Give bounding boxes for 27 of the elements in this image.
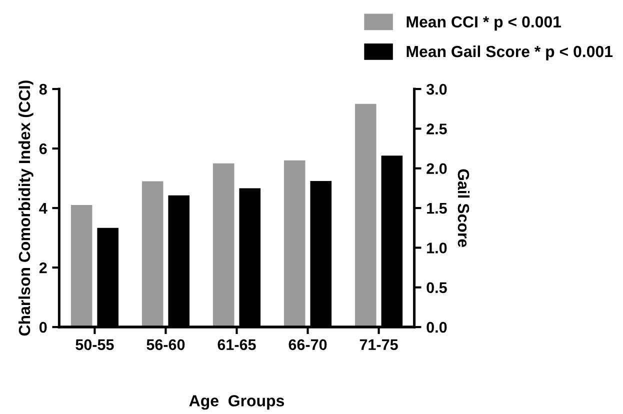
- bar: [212, 163, 234, 328]
- x-axis-title: Age Groups: [189, 395, 284, 410]
- y2-tick-label: 2.0: [426, 163, 447, 174]
- y-tick-label: 4: [39, 203, 48, 214]
- y2-tick-label: 3.0: [426, 84, 447, 95]
- bar: [70, 205, 92, 328]
- y-tick-label: 0: [39, 322, 47, 333]
- legend-label: Mean Gail Score * p < 0.001: [406, 45, 613, 60]
- y2-axis-title: Gail Score: [458, 169, 470, 247]
- y2-tick-label: 1.0: [427, 242, 447, 254]
- bar: [284, 160, 306, 328]
- bar: [142, 181, 164, 328]
- y2-tick-label: 2.5: [426, 124, 447, 134]
- y-axis-title: Charlson Comorbidity Index (CCI): [18, 80, 34, 336]
- legend-label: Mean CCI * p < 0.001: [406, 16, 562, 31]
- y-tick-label: 2: [39, 262, 47, 274]
- y-tick-label: 6: [39, 143, 47, 154]
- x-tick-label: 56-60: [146, 339, 185, 350]
- x-tick-label: 50-55: [76, 339, 114, 350]
- x-tick-label: 61-65: [218, 339, 256, 350]
- y2-tick-label: 1.5: [427, 203, 447, 214]
- x-tick-label: 71-75: [360, 339, 398, 350]
- x-tick-label: 66-70: [288, 339, 327, 350]
- y-tick-label: 8: [39, 84, 47, 95]
- y2-tick-label: 0.0: [426, 322, 447, 333]
- y2-tick-label: 0.5: [426, 282, 447, 294]
- bar: [354, 104, 376, 328]
